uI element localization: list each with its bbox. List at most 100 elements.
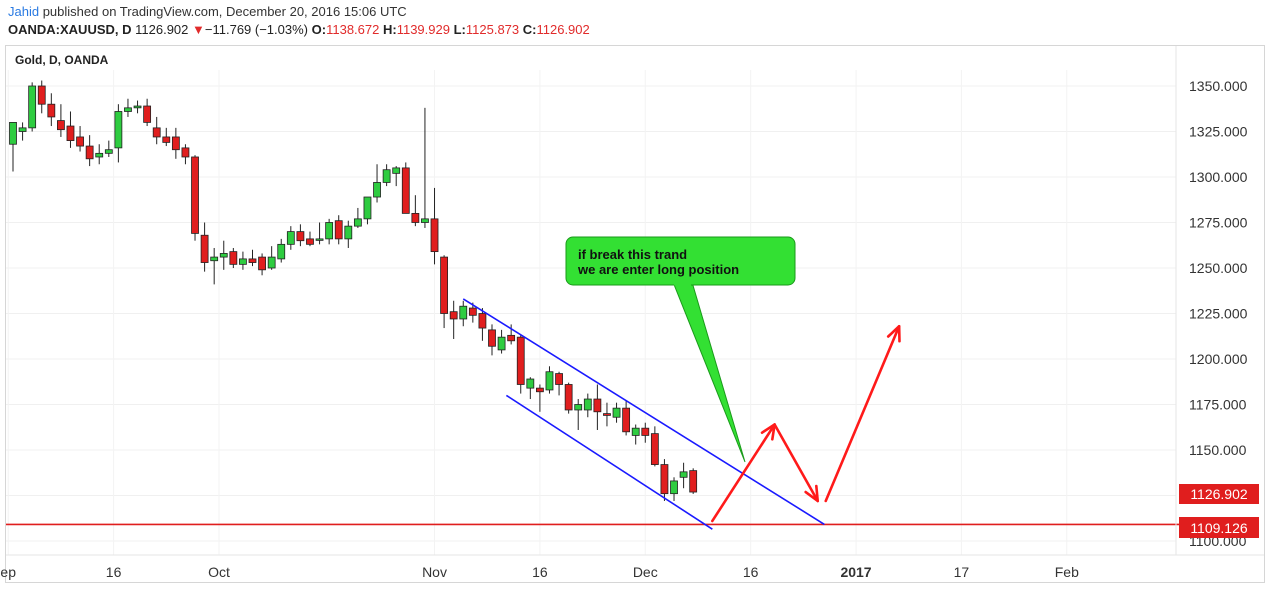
callout-line-1: if break this trand [578, 247, 687, 262]
candle [449, 300, 458, 339]
channel-layer [462, 298, 825, 530]
y-tick-label: 1250.000 [1189, 260, 1248, 276]
candle-down [660, 464, 669, 495]
high-value: 1139.929 [396, 22, 450, 37]
candle-up [344, 225, 353, 240]
candle [315, 222, 324, 245]
candle-down [152, 127, 161, 138]
candle [468, 302, 477, 323]
candle-down [430, 218, 439, 253]
candle [497, 329, 506, 354]
x-tick-label: 16 [743, 564, 759, 580]
candle-down [516, 336, 525, 385]
author-link[interactable]: Jahid [8, 4, 40, 19]
candle-down [593, 398, 602, 413]
close-label: C: [522, 22, 537, 37]
y-tick-label: 1350.000 [1189, 78, 1248, 94]
candle-down [258, 256, 266, 271]
candle-down [440, 256, 449, 314]
candle-up [421, 218, 429, 223]
candle [353, 207, 362, 228]
candle-up [286, 231, 295, 245]
candle [239, 251, 247, 270]
candle-down [536, 387, 544, 393]
candle [325, 218, 334, 245]
candle-down [411, 212, 420, 223]
candle [478, 308, 487, 341]
candle-down [162, 136, 171, 143]
candle-up [210, 256, 219, 262]
candle-down [564, 384, 573, 411]
candle-up [277, 243, 286, 260]
close-value: 1126.902 [536, 22, 590, 37]
price-label-layer: 1126.902 1109.126 [1179, 484, 1259, 538]
down-arrow-icon: ▼ [192, 22, 205, 37]
candle [555, 371, 563, 396]
candle-down [468, 307, 477, 316]
candle [28, 82, 37, 132]
candle-down [143, 105, 152, 123]
candle [574, 399, 583, 430]
candle [411, 195, 420, 227]
candle [344, 220, 353, 248]
candle [162, 127, 171, 147]
current-price-label: 1126.902 [1190, 486, 1248, 502]
y-tick-label: 1275.000 [1189, 215, 1248, 231]
candle [516, 335, 525, 394]
candle [363, 196, 372, 225]
x-tick-label: ep [0, 564, 16, 580]
candle [143, 98, 152, 127]
projection-layer [711, 324, 901, 523]
candle-up [382, 169, 391, 183]
candle [631, 424, 640, 445]
candle-up [267, 256, 276, 269]
candles-layer [9, 80, 698, 501]
candle-up [133, 105, 142, 109]
candle-down [248, 258, 257, 263]
candle-down [641, 427, 650, 436]
candle-up [373, 182, 381, 198]
candle [622, 400, 631, 436]
chart-frame [5, 45, 1265, 583]
x-tick-label: 17 [954, 564, 970, 580]
candle-up [583, 398, 592, 411]
support-price-label: 1109.126 [1190, 520, 1248, 536]
candle-up [104, 149, 113, 154]
low-value: 1125.873 [465, 22, 520, 37]
candle [306, 231, 314, 247]
candle [219, 240, 228, 270]
y-tick-label: 1175.000 [1189, 397, 1247, 413]
candle [191, 155, 199, 241]
candle [210, 247, 219, 285]
candle [181, 144, 190, 165]
candle [459, 300, 468, 327]
candle-down [229, 251, 238, 265]
candle-down [171, 136, 180, 151]
candle [488, 324, 496, 356]
callout-line-2: we are enter long position [577, 262, 739, 277]
candle [440, 255, 449, 329]
publish-info: Jahid published on TradingView.com, Dece… [8, 4, 407, 19]
candle-up [612, 407, 621, 418]
candle-down [181, 147, 190, 158]
candle [277, 238, 286, 263]
candle-up [28, 85, 37, 129]
projection-rally-arrow [824, 324, 901, 503]
candle [593, 384, 602, 430]
candle [401, 162, 410, 214]
candle-up [114, 111, 123, 149]
candle [200, 222, 209, 272]
candle [564, 382, 573, 414]
open-value: 1138.672 [326, 22, 380, 37]
candle [670, 477, 678, 501]
candle [430, 187, 439, 265]
y-tick-label: 1225.000 [1189, 306, 1248, 322]
candle-down [401, 167, 410, 214]
candle [334, 215, 343, 245]
candle-up [95, 152, 104, 158]
candle-up [459, 305, 468, 320]
x-tick-label: 2017 [840, 564, 871, 580]
x-tick-label: Feb [1055, 564, 1079, 580]
grid-layer [6, 70, 1176, 555]
